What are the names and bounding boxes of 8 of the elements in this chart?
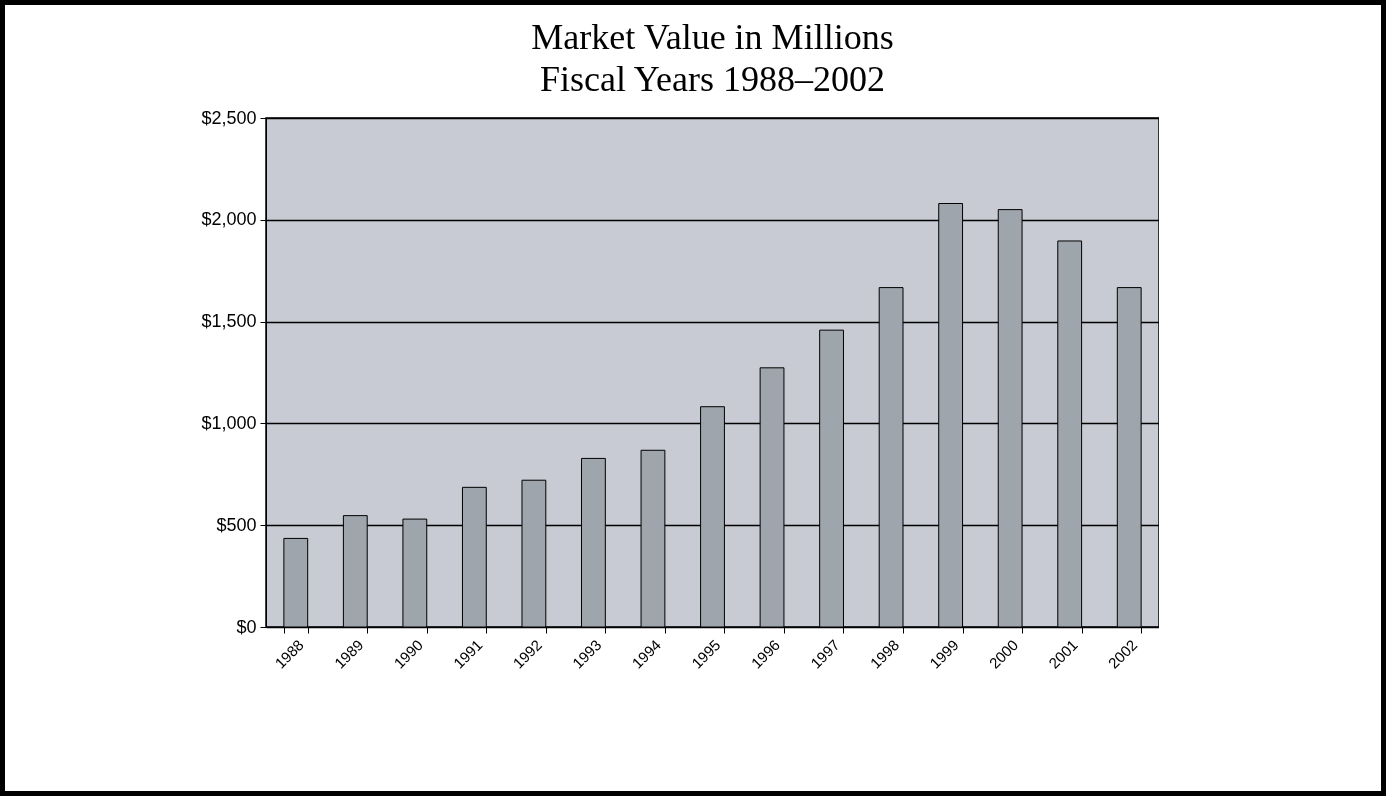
y-tick-label: $2,000	[201, 209, 257, 230]
y-tick-label: $1,500	[201, 311, 257, 332]
y-tick-label: $2,500	[201, 107, 257, 128]
chart-subtitle: Fiscal Years 1988–2002	[539, 59, 886, 99]
chart-title: Market Value in Millions	[531, 17, 894, 57]
y-tick-label: $500	[216, 514, 257, 535]
y-tick-label: $0	[236, 616, 257, 637]
y-tick-label: $1,000	[201, 412, 257, 433]
